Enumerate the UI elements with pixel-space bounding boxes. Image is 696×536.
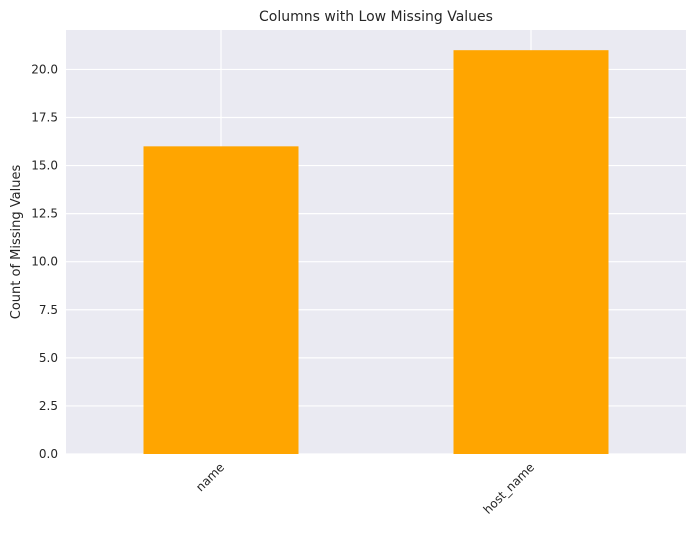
y-tick-label: 10.0 (31, 255, 58, 269)
y-axis-title: Count of Missing Values (9, 165, 24, 320)
bar-name (143, 146, 299, 454)
y-tick-label: 15.0 (31, 159, 58, 173)
x-tick-label: name (193, 460, 227, 494)
chart-title: Columns with Low Missing Values (259, 9, 493, 25)
bar-host-name (453, 50, 609, 454)
y-tick-label: 7.5 (39, 303, 58, 317)
x-tick-labels: name host_name (193, 460, 537, 517)
y-tick-label: 0.0 (39, 447, 58, 461)
y-tick-label: 5.0 (39, 351, 58, 365)
y-tick-labels: 0.0 2.5 5.0 7.5 10.0 12.5 15.0 17.5 20.0 (31, 62, 58, 461)
y-tick-label: 2.5 (39, 399, 58, 413)
y-tick-label: 20.0 (31, 62, 58, 76)
x-tick-label: host_name (481, 460, 538, 517)
y-tick-label: 17.5 (31, 110, 58, 124)
bars-layer (143, 50, 609, 454)
y-tick-label: 12.5 (31, 207, 58, 221)
